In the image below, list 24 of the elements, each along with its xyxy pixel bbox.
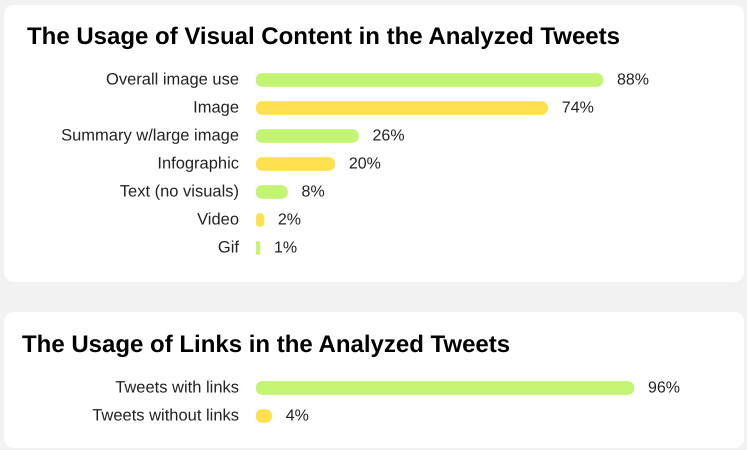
bar [256,157,336,171]
y-tick-label: Image [193,98,239,117]
data-label: 74% [562,99,594,116]
data-label: 8% [302,183,325,200]
data-label: 1% [274,239,298,256]
data-label: 96% [648,379,680,396]
data-label: 4% [286,407,309,424]
bar [256,73,603,87]
y-tick-label: Text (no visuals) [120,182,239,201]
y-tick-label: Video [197,210,239,229]
y-tick-label: Tweets with links [115,378,239,397]
data-label: 2% [278,211,302,228]
chart-title: The Usage of Visual Content in the Analyzed Tweets [27,23,620,51]
y-tick-label: Tweets without links [92,406,239,425]
y-tick-label: Gif [218,238,240,257]
chart-title: The Usage of Links in the Analyzed Tweets [22,331,510,359]
bar [256,129,359,143]
y-tick-label: Summary w/large image [61,126,239,145]
data-label: 88% [617,71,650,88]
y-tick-label: Infographic [157,154,239,173]
data-label: 26% [372,127,405,144]
bar [256,101,548,115]
data-label: 20% [348,155,381,172]
y-tick-label: Overall image use [106,70,239,89]
